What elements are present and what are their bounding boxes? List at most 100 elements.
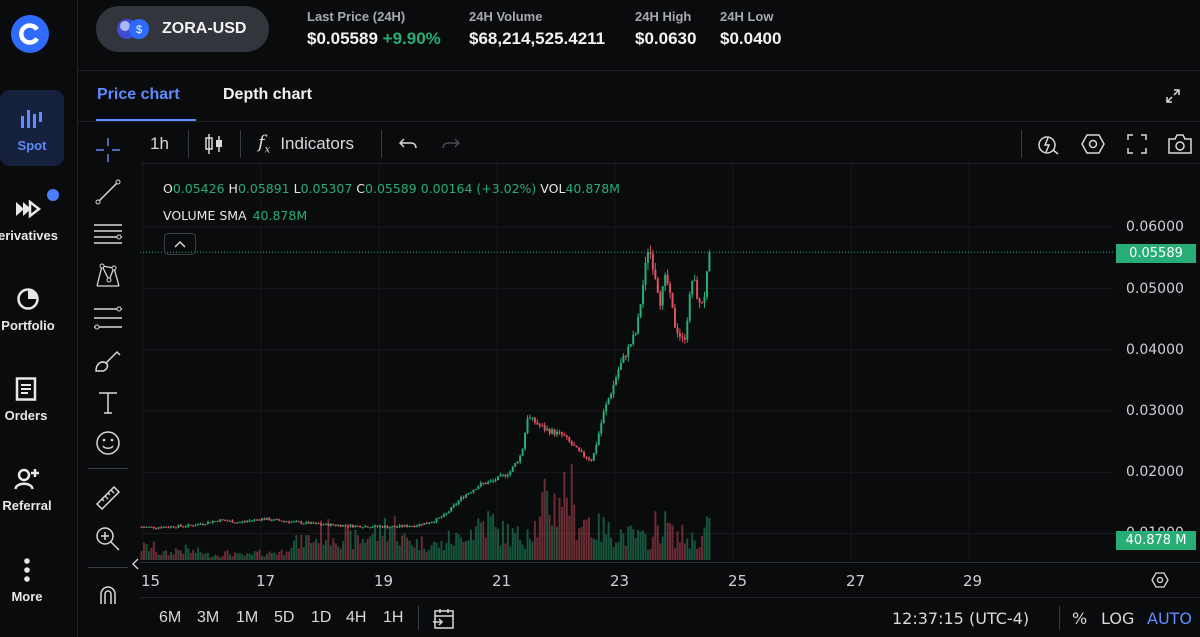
candle-body [575,445,578,448]
pair-name: ZORA-USD [162,20,247,37]
x-tick: 23 [610,572,630,590]
candle-body [674,307,676,328]
nav-spot[interactable]: Spot [0,90,64,166]
magnet-icon[interactable] [92,578,124,610]
tab-price-chart[interactable]: Price chart [97,86,180,103]
brush-icon[interactable] [92,344,124,376]
current-price-tag: 0.05589 [1116,244,1196,263]
auto-toggle[interactable]: AUTO [1147,609,1193,628]
volume-bar [268,551,271,560]
candle-body [420,524,423,526]
range-4h[interactable]: 4H [346,609,367,626]
volume-bar [248,553,251,560]
candle-body [504,474,507,477]
range-6m[interactable]: 6M [159,609,182,626]
candle-body [521,448,524,456]
text-tool-icon[interactable] [92,386,124,418]
zoom-in-icon[interactable] [92,523,124,555]
tab-depth-chart[interactable]: Depth chart [223,86,312,103]
collapse-legend-button[interactable] [164,233,196,255]
scroll-left-icon[interactable] [131,558,141,570]
y-tick: 0.04000 [1126,342,1184,358]
price-chart[interactable] [140,160,1200,600]
candle-body [248,520,251,522]
volume-bar [619,529,622,560]
candle-body [396,526,399,528]
nav-more[interactable]: More [0,541,59,617]
orders-document-icon [15,374,37,404]
fullscreen-icon[interactable] [1127,133,1147,155]
volume-bar [661,536,664,560]
volume-bar [189,553,192,560]
expand-icon[interactable] [1165,88,1181,104]
indicators-button[interactable]: fx Indicators [258,132,354,156]
volume-bar [597,513,600,560]
candle-body [553,429,556,435]
volume-bar [651,536,654,560]
nav-referral[interactable]: Referral [0,450,59,526]
range-1d[interactable]: 1D [311,609,332,626]
volume-bar [145,544,148,560]
nav-orders[interactable]: Orders [0,360,58,436]
candle-body [703,296,706,303]
horizontal-lines-icon[interactable] [92,218,124,250]
percent-toggle[interactable]: % [1072,609,1088,628]
volume-bar [258,549,261,560]
high-label: H [228,181,238,196]
candle-body [280,520,283,522]
clock-timezone[interactable]: 12:37:15 (UTC-4) [892,609,1030,628]
volume-bar [165,550,168,560]
interval-selector[interactable]: 1h [150,134,169,153]
coin-pair-icon: $ [116,18,150,40]
volume-bar [442,550,445,560]
alert-clock-icon[interactable] [1037,133,1059,155]
volume-bar [516,526,519,560]
coinbase-logo-icon[interactable] [10,14,50,54]
volume-bar [509,546,512,560]
candle-body [494,480,497,482]
redo-icon[interactable] [442,133,460,155]
candle-body [671,292,674,308]
pattern-tool-icon[interactable] [92,260,124,292]
volume-bar [170,552,173,560]
volume-bar [469,529,472,560]
volume-bar [423,548,426,560]
candle-body [320,523,322,525]
range-1h[interactable]: 1H [383,609,404,626]
candle-body [526,418,529,433]
candle-body [558,431,561,433]
camera-icon[interactable] [1167,133,1193,155]
log-toggle[interactable]: LOG [1101,609,1135,628]
volume-bar [612,546,615,560]
range-5d[interactable]: 5D [274,609,295,626]
undo-icon[interactable] [399,133,417,155]
range-1m[interactable]: 1M [236,609,259,626]
volume-bar [533,520,536,560]
nav-derivatives[interactable]: erivatives [0,180,60,256]
volume-bar [310,543,313,560]
volume-bar [592,538,595,560]
candle-body [428,522,431,524]
settings-hexagon-icon[interactable] [1081,133,1105,155]
candle-body [273,519,276,521]
toolbar-separator [1021,130,1022,158]
volume-bar [324,540,327,560]
volume-bar [388,527,391,560]
axis-settings-icon[interactable] [1151,571,1169,589]
emoji-icon[interactable] [92,427,124,459]
candle-body [438,517,440,519]
candle-body [610,393,613,399]
bottom-separator [418,606,419,630]
pair-selector[interactable]: $ ZORA-USD [96,6,269,52]
volume-bar [211,556,214,560]
ruler-icon[interactable] [92,482,124,514]
range-3m[interactable]: 3M [197,609,220,626]
volume-bar [433,541,436,560]
go-to-date-icon[interactable] [432,607,456,631]
crosshair-icon[interactable] [92,134,124,166]
candle-type-icon[interactable] [204,133,224,155]
nav-portfolio[interactable]: Portfolio [0,270,60,346]
trend-line-icon[interactable] [92,176,124,208]
fib-retracement-icon[interactable] [92,302,124,334]
volume-bar [226,550,229,560]
